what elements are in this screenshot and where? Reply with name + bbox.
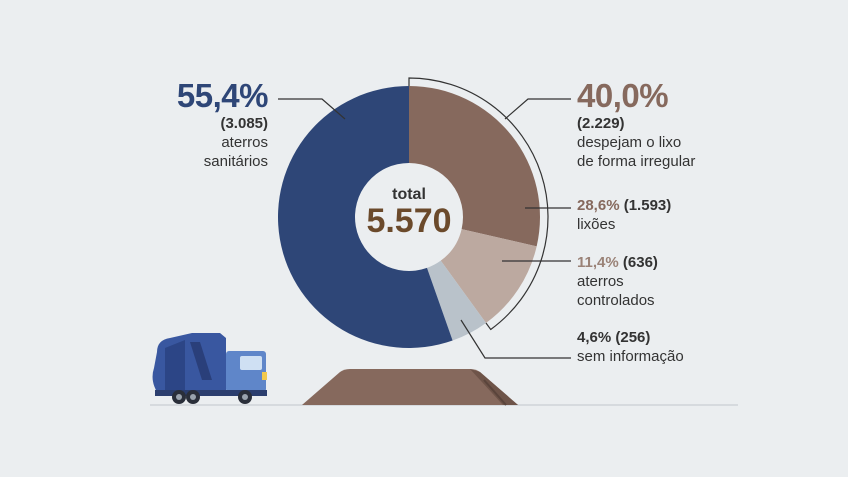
sem-info-percent: 4,6%: [577, 329, 612, 346]
group-count: (2.229): [577, 115, 625, 132]
sanitarios-label-line2: sanitários: [203, 153, 268, 170]
controlados-count: (636): [622, 254, 658, 271]
slice-lixoes: [409, 86, 540, 247]
leader-group: [504, 98, 571, 120]
lixoes-count: (1.593): [623, 197, 672, 214]
group-bracket: [408, 77, 549, 331]
label-controlados: 11,4% (636) aterros controlados: [577, 253, 777, 310]
sem-info-label: sem informação: [577, 348, 684, 365]
leader-lines: [278, 77, 571, 359]
group-label-line1: despejam o lixo: [577, 134, 682, 151]
label-irregular-group: 40,0% (2.229) despejam o lixo de forma i…: [577, 78, 777, 171]
label-sanitarios: 55,4% (3.085) aterros sanitários: [140, 77, 269, 171]
group-label-line2: de forma irregular: [577, 153, 696, 170]
donut-chart: [278, 86, 540, 348]
center-label: total: [392, 186, 426, 203]
sanitarios-count: (3.085): [220, 115, 268, 132]
center-value: 5.570: [366, 202, 451, 240]
sanitarios-label-line1: aterros: [221, 134, 268, 151]
leader-sanitarios: [278, 98, 346, 120]
sanitarios-percent: 55,4%: [176, 77, 269, 114]
slice-sanitarios: [278, 86, 453, 348]
label-sem-info: 4,6% (256) sem informação: [577, 328, 777, 366]
controlados-label-line2: controlados: [577, 292, 655, 309]
label-lixoes: 28,6% (1.593) lixões: [577, 196, 777, 234]
leader-sem-info: [460, 319, 571, 359]
garbage-truck-icon: [152, 333, 267, 404]
group-percent: 40,0%: [577, 77, 669, 114]
controlados-label-line1: aterros: [577, 273, 624, 290]
lixoes-percent: 28,6%: [577, 197, 620, 214]
slice-controlados: [440, 229, 537, 323]
sem-info-count: (256): [615, 329, 651, 346]
controlados-percent: 11,4%: [577, 254, 619, 271]
lixoes-label: lixões: [577, 216, 616, 233]
slice-sem_info: [426, 260, 486, 341]
dirt-mound-icon: [302, 369, 518, 406]
